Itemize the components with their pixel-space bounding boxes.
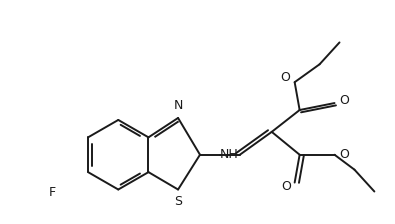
Text: S: S	[174, 196, 182, 209]
Text: N: N	[173, 99, 183, 112]
Text: O: O	[339, 148, 349, 161]
Text: O: O	[281, 180, 291, 193]
Text: F: F	[48, 186, 56, 199]
Text: O: O	[280, 71, 290, 84]
Text: NH: NH	[220, 148, 239, 161]
Text: O: O	[339, 94, 349, 107]
